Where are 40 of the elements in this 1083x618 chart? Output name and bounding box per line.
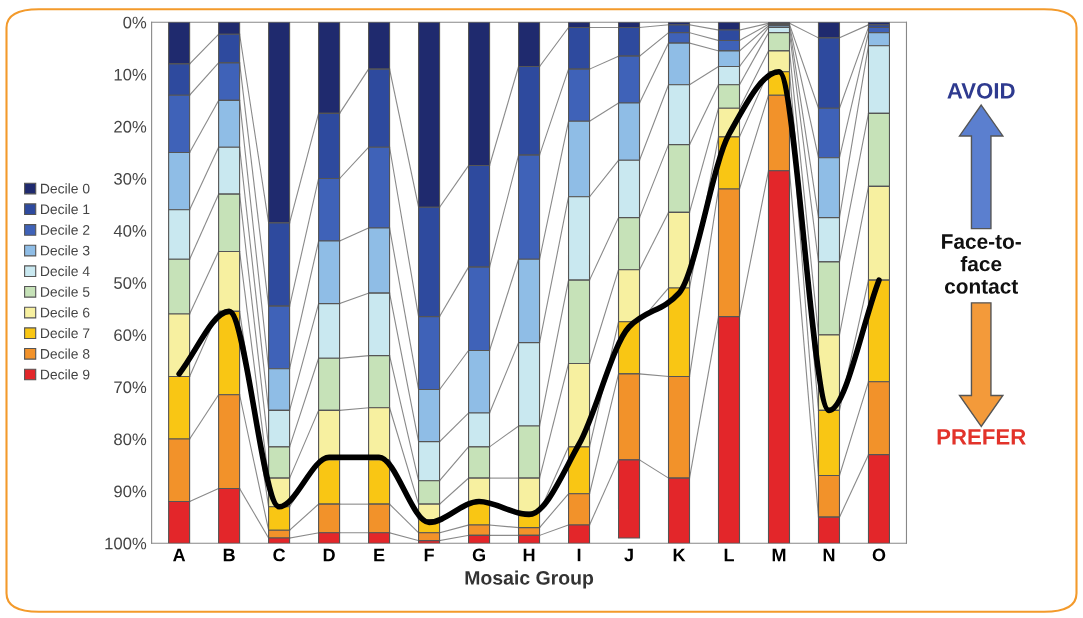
y-tick-label: 50% — [114, 277, 147, 289]
text: AVOID — [947, 82, 1015, 99]
x-tick-label: I — [577, 548, 581, 562]
y-tick-label: 0% — [123, 16, 147, 29]
legend-label: Decile 0 — [41, 183, 90, 194]
x-tick-label: N — [823, 548, 835, 562]
legend-label: Decile 8 — [41, 348, 90, 359]
y-tick-label: 20% — [114, 120, 147, 133]
legend-label: Decile 2 — [41, 224, 90, 235]
x-tick-label: E — [374, 548, 385, 562]
x-tick-label: D — [323, 548, 335, 562]
x-tick-label: C — [273, 548, 286, 562]
x-tick-label: J — [624, 548, 633, 562]
legend-label: Decile 3 — [41, 245, 90, 256]
legend-label: Decile 5 — [41, 286, 90, 297]
x-tick-label: F — [424, 548, 434, 562]
x-tick-label: K — [673, 548, 686, 562]
legend-label: Decile 1 — [41, 203, 90, 215]
x-tick-label: G — [472, 548, 485, 562]
legend-label: Decile 7 — [41, 327, 90, 339]
x-axis-title: Mosaic Group — [465, 570, 594, 589]
y-tick-label: 60% — [114, 329, 147, 342]
x-tick-label: O — [872, 548, 886, 562]
x-tick-label: A — [173, 548, 186, 562]
y-tick-label: 100% — [105, 537, 147, 550]
x-tick-label: L — [724, 548, 734, 562]
x-tick-label: B — [223, 548, 235, 562]
y-tick-label: 40% — [113, 225, 147, 237]
y-tick-label: 80% — [114, 433, 147, 446]
legend-label: Decile 9 — [41, 369, 90, 380]
text: PREFER — [937, 429, 1026, 445]
text: Face-to- face contact — [942, 234, 1021, 294]
y-tick-label: 90% — [114, 485, 147, 498]
y-tick-label: 10% — [114, 68, 147, 81]
y-tick-label: 70% — [114, 381, 147, 394]
x-tick-label: H — [523, 548, 535, 562]
y-tick-label: 30% — [114, 172, 147, 185]
legend-label: Decile 4 — [41, 265, 90, 277]
x-tick-label: M — [772, 548, 786, 562]
legend-label: Decile 6 — [41, 307, 90, 318]
